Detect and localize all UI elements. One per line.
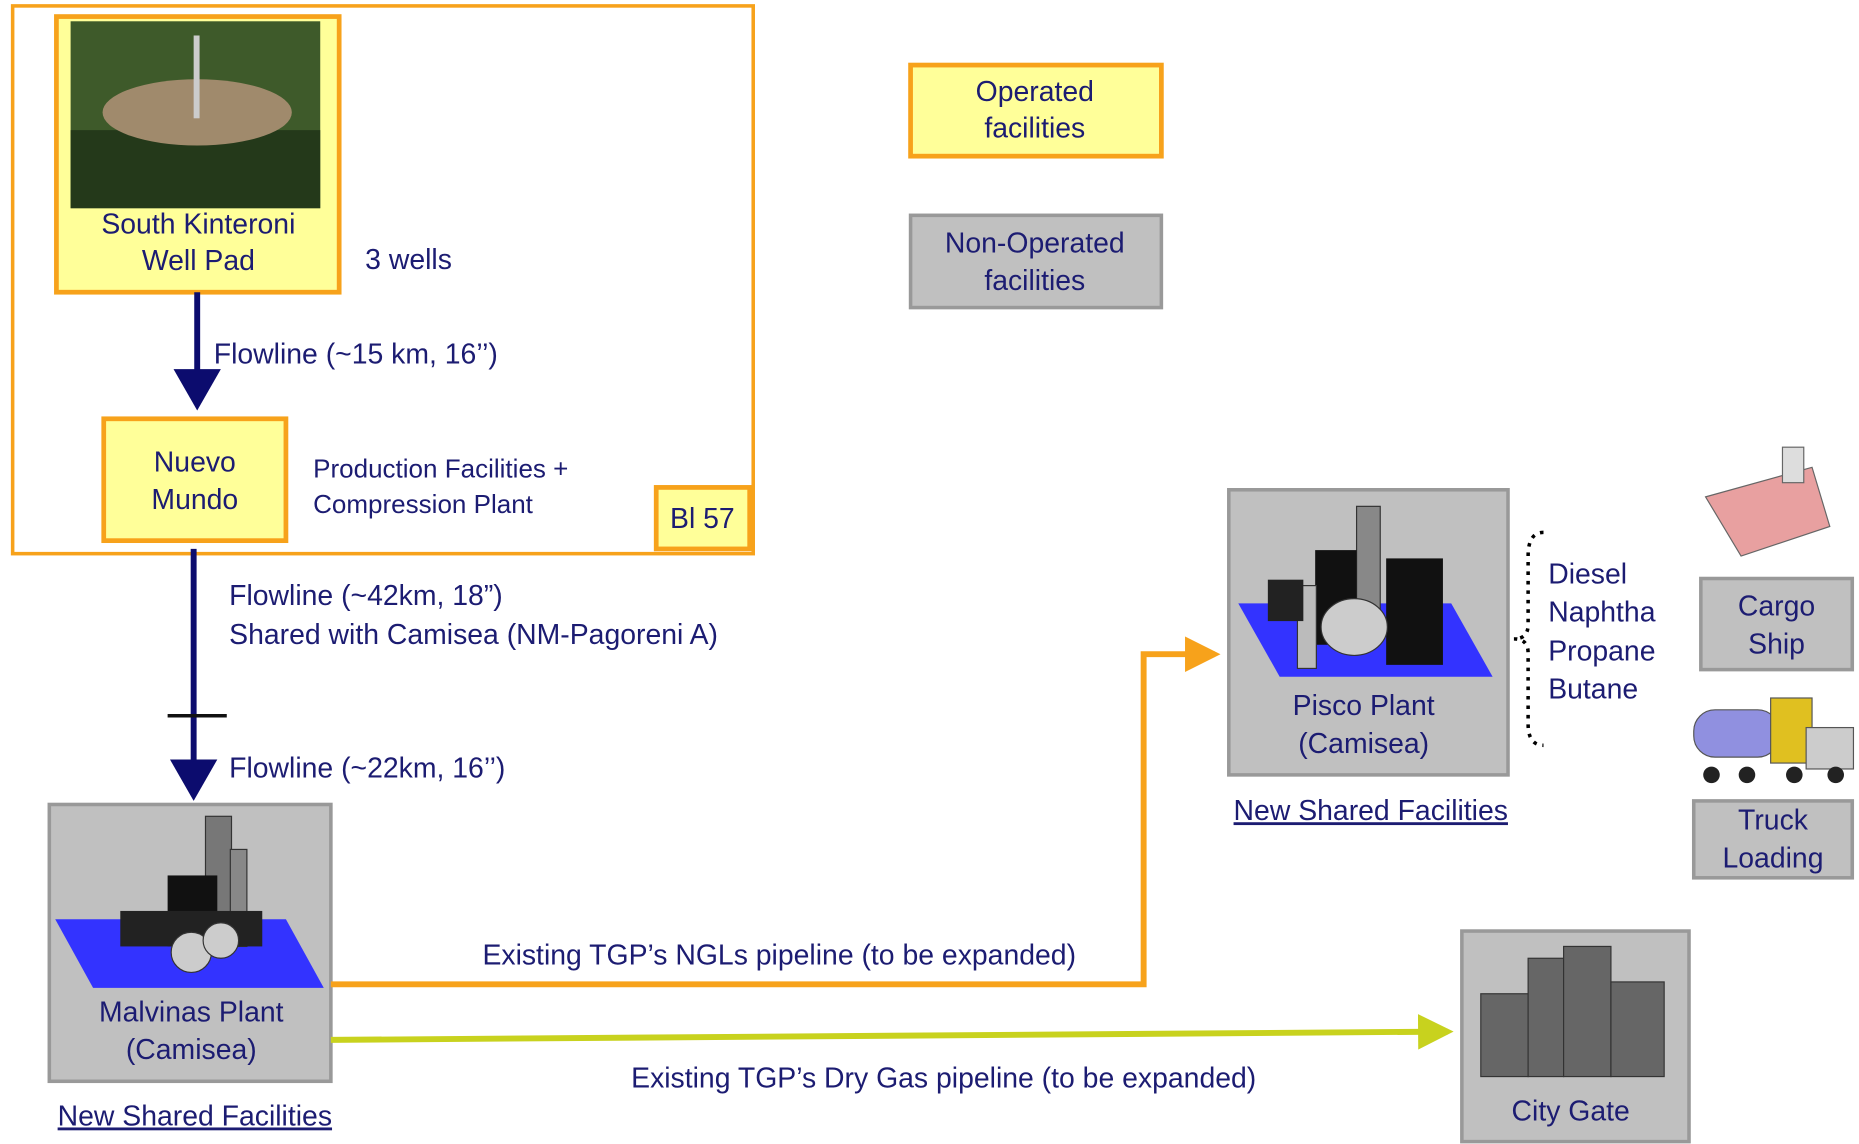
ngl-pipeline bbox=[331, 654, 1215, 984]
page: South Kinteroni Well Pad Nuevo Mundo Bl … bbox=[0, 0, 1859, 1144]
dry-gas-pipeline bbox=[331, 1032, 1448, 1040]
annotation-link: New Shared Facilities bbox=[58, 1100, 332, 1132]
product-label: Propane bbox=[1548, 636, 1655, 668]
node-label: Well Pad bbox=[142, 245, 255, 277]
photo-rig bbox=[194, 35, 200, 118]
node-label: Nuevo bbox=[154, 446, 236, 478]
diagram: South Kinteroni Well Pad Nuevo Mundo Bl … bbox=[0, 0, 1859, 1144]
legend-label: Operated bbox=[976, 76, 1094, 108]
node-label: Truck bbox=[1738, 805, 1809, 837]
product-label: Naphtha bbox=[1548, 596, 1655, 628]
node-label: (Camisea) bbox=[1298, 728, 1429, 760]
node-label: Malvinas Plant bbox=[99, 996, 284, 1028]
node-label: Cargo bbox=[1738, 591, 1815, 623]
node-label: Mundo bbox=[151, 484, 238, 516]
annotation: Compression Plant bbox=[313, 489, 534, 519]
annotation-link: New Shared Facilities bbox=[1234, 795, 1508, 827]
annotation: Production Facilities + bbox=[313, 454, 568, 484]
annotation: Flowline (~15 km, 16’’) bbox=[214, 339, 498, 371]
node-label: South Kinteroni bbox=[101, 208, 295, 240]
annotation: Existing TGP’s Dry Gas pipeline (to be e… bbox=[631, 1063, 1256, 1095]
annotation: Flowline (~42km, 18”) bbox=[229, 580, 503, 612]
legend-label: facilities bbox=[984, 113, 1085, 145]
legend-label: Non-Operated bbox=[945, 227, 1125, 259]
nuevo-mundo-box bbox=[104, 419, 286, 541]
node-label: Pisco Plant bbox=[1293, 690, 1435, 722]
annotation: Existing TGP’s NGLs pipeline (to be expa… bbox=[482, 940, 1076, 972]
node-label: Bl 57 bbox=[670, 503, 735, 535]
product-label: Butane bbox=[1548, 673, 1638, 705]
ship-icon bbox=[1706, 447, 1830, 556]
annotation: 3 wells bbox=[365, 244, 452, 276]
products-brace bbox=[1514, 532, 1544, 745]
node-label: (Camisea) bbox=[126, 1034, 257, 1066]
node-label: City Gate bbox=[1512, 1096, 1630, 1128]
node-label: Ship bbox=[1748, 628, 1805, 660]
node-label: Loading bbox=[1723, 843, 1824, 875]
legend-label: facilities bbox=[984, 265, 1085, 297]
annotation: Flowline (~22km, 16’’) bbox=[229, 753, 505, 785]
truck-icon bbox=[1694, 698, 1854, 783]
annotation: Shared with Camisea (NM-Pagoreni A) bbox=[229, 619, 718, 651]
product-label: Diesel bbox=[1548, 559, 1627, 591]
